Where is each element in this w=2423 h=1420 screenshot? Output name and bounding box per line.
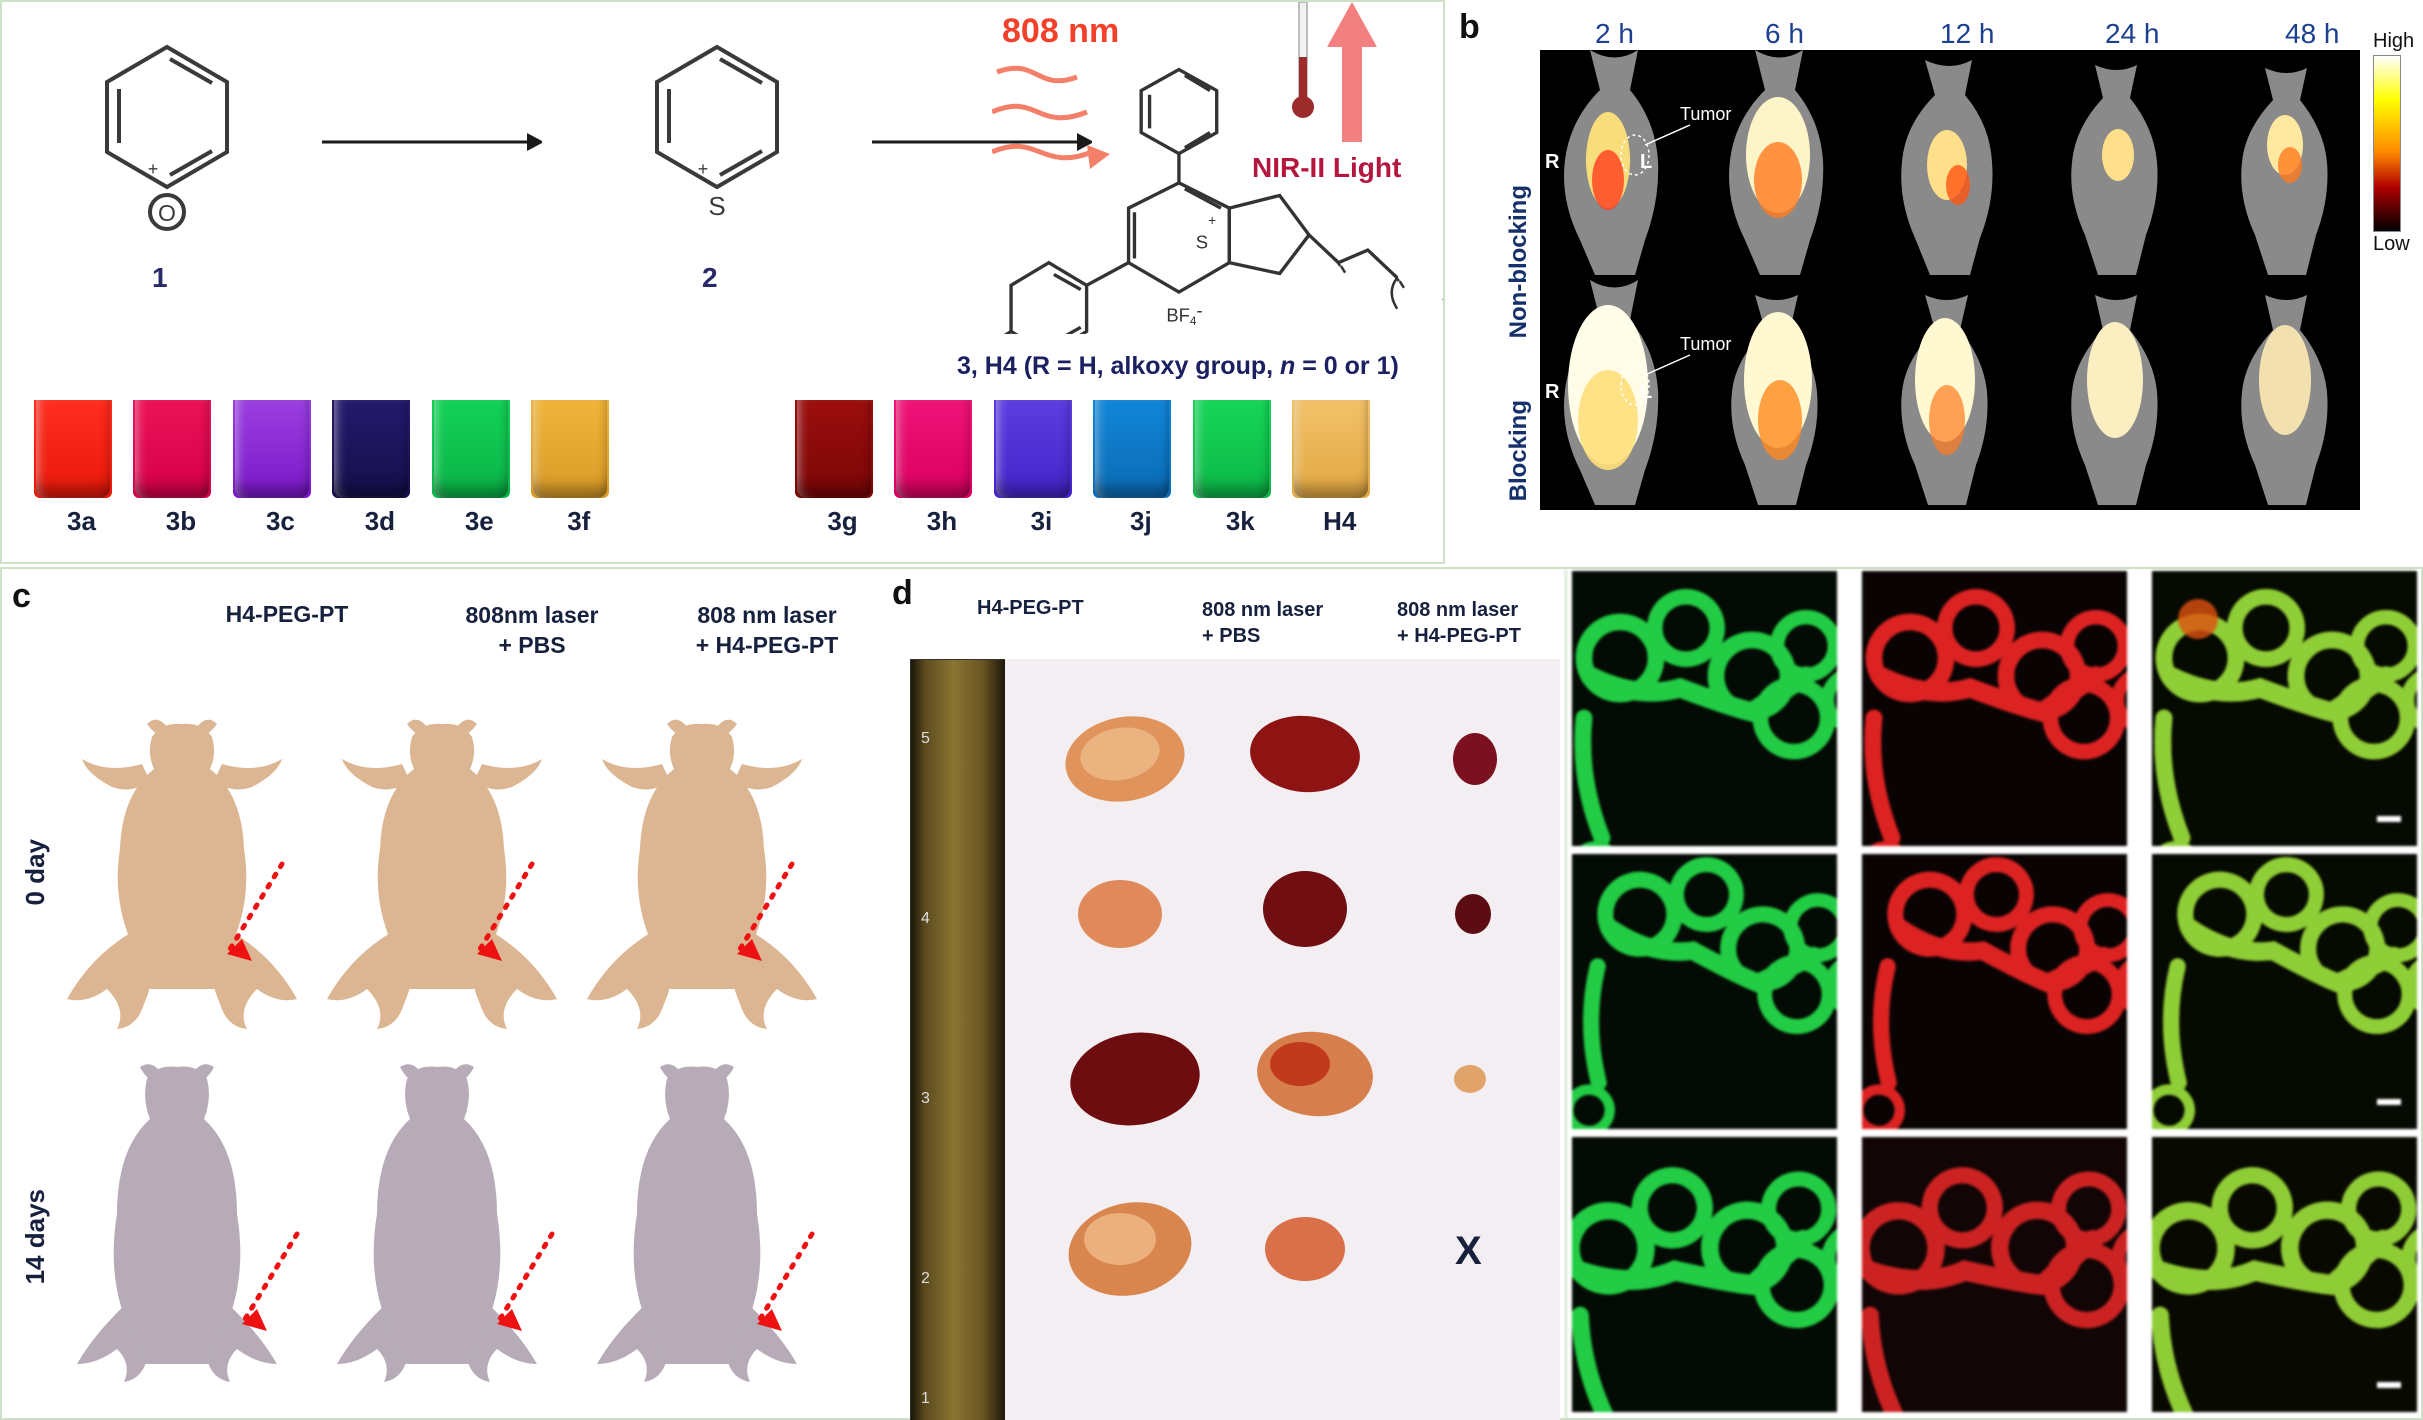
svg-text:Tumor: Tumor: [1680, 334, 1731, 354]
svg-text:X: X: [1455, 1229, 1482, 1273]
svg-text:Tumor: Tumor: [1680, 104, 1731, 124]
svg-text:+: +: [1208, 213, 1216, 228]
svg-text:S: S: [708, 191, 725, 221]
svg-text:+: +: [148, 159, 159, 179]
svg-text:BF4-: BF4-: [1166, 299, 1202, 327]
svg-text:L: L: [1640, 381, 1652, 403]
svg-text:+: +: [698, 159, 709, 179]
svg-text:S: S: [1196, 231, 1208, 252]
svg-text:O: O: [158, 200, 176, 226]
svg-text:L: L: [1640, 151, 1652, 173]
svg-text:R: R: [1545, 151, 1560, 173]
svg-text:R: R: [1545, 381, 1560, 403]
